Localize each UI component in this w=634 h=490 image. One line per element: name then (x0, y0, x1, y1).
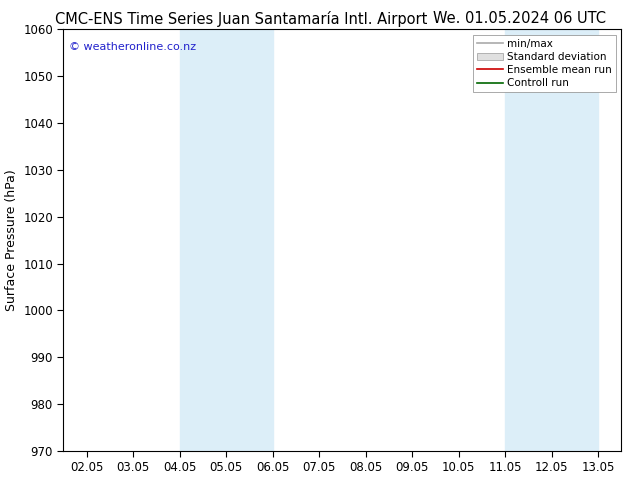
Text: We. 01.05.2024 06 UTC: We. 01.05.2024 06 UTC (434, 11, 606, 26)
Bar (505, 29, 598, 451)
Y-axis label: Surface Pressure (hPa): Surface Pressure (hPa) (4, 169, 18, 311)
Text: CMC-ENS Time Series Juan Santamaría Intl. Airport: CMC-ENS Time Series Juan Santamaría Intl… (55, 11, 427, 27)
Text: © weatheronline.co.nz: © weatheronline.co.nz (69, 42, 196, 52)
Legend: min/max, Standard deviation, Ensemble mean run, Controll run: min/max, Standard deviation, Ensemble me… (473, 35, 616, 92)
Bar (179, 29, 273, 451)
